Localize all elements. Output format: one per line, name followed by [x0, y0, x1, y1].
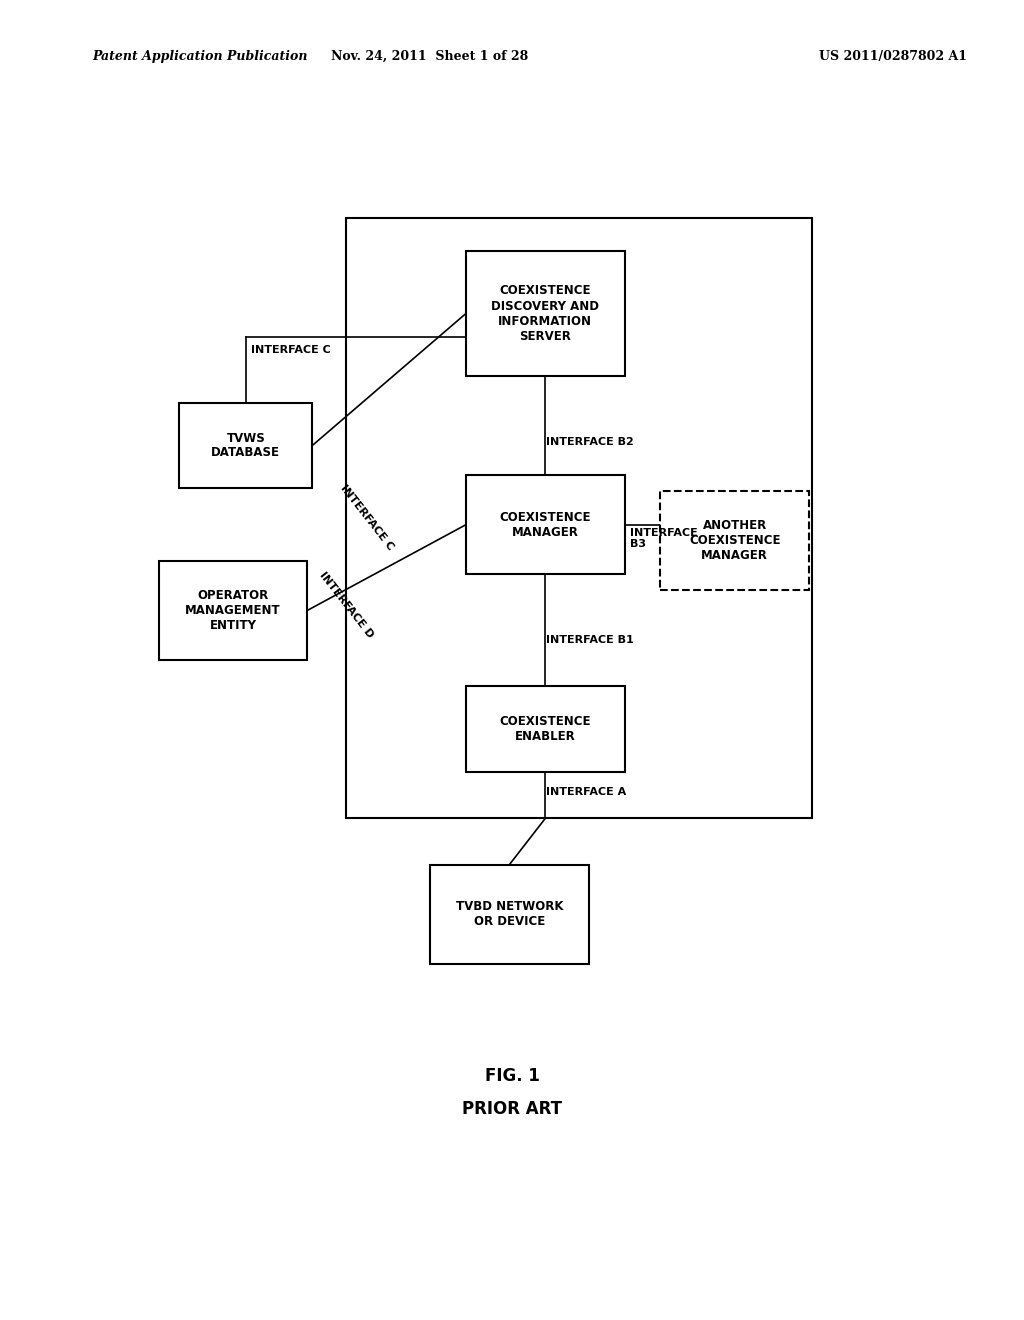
Text: INTERFACE A: INTERFACE A	[546, 787, 626, 797]
Text: COEXISTENCE
MANAGER: COEXISTENCE MANAGER	[500, 511, 591, 539]
Text: TVWS
DATABASE: TVWS DATABASE	[211, 432, 281, 459]
Text: Patent Application Publication: Patent Application Publication	[92, 50, 307, 63]
FancyBboxPatch shape	[159, 561, 307, 660]
Text: COEXISTENCE
DISCOVERY AND
INFORMATION
SERVER: COEXISTENCE DISCOVERY AND INFORMATION SE…	[492, 285, 599, 342]
FancyBboxPatch shape	[660, 491, 809, 590]
Text: INTERFACE D: INTERFACE D	[317, 570, 375, 639]
FancyBboxPatch shape	[466, 251, 625, 376]
FancyBboxPatch shape	[430, 865, 589, 964]
Text: Nov. 24, 2011  Sheet 1 of 28: Nov. 24, 2011 Sheet 1 of 28	[332, 50, 528, 63]
Text: INTERFACE
B3: INTERFACE B3	[630, 528, 697, 549]
Text: INTERFACE C: INTERFACE C	[338, 483, 395, 552]
Text: FIG. 1: FIG. 1	[484, 1067, 540, 1085]
Text: INTERFACE B1: INTERFACE B1	[546, 635, 634, 645]
FancyBboxPatch shape	[466, 475, 625, 574]
Text: OPERATOR
MANAGEMENT
ENTITY: OPERATOR MANAGEMENT ENTITY	[185, 589, 281, 632]
Text: TVBD NETWORK
OR DEVICE: TVBD NETWORK OR DEVICE	[456, 900, 563, 928]
Text: COEXISTENCE
ENABLER: COEXISTENCE ENABLER	[500, 715, 591, 743]
Text: PRIOR ART: PRIOR ART	[462, 1100, 562, 1118]
Text: INTERFACE C: INTERFACE C	[251, 345, 331, 355]
FancyBboxPatch shape	[179, 403, 312, 488]
Text: ANOTHER
COEXISTENCE
MANAGER: ANOTHER COEXISTENCE MANAGER	[689, 519, 780, 562]
Text: US 2011/0287802 A1: US 2011/0287802 A1	[819, 50, 968, 63]
FancyBboxPatch shape	[466, 686, 625, 772]
Text: INTERFACE B2: INTERFACE B2	[546, 437, 634, 447]
